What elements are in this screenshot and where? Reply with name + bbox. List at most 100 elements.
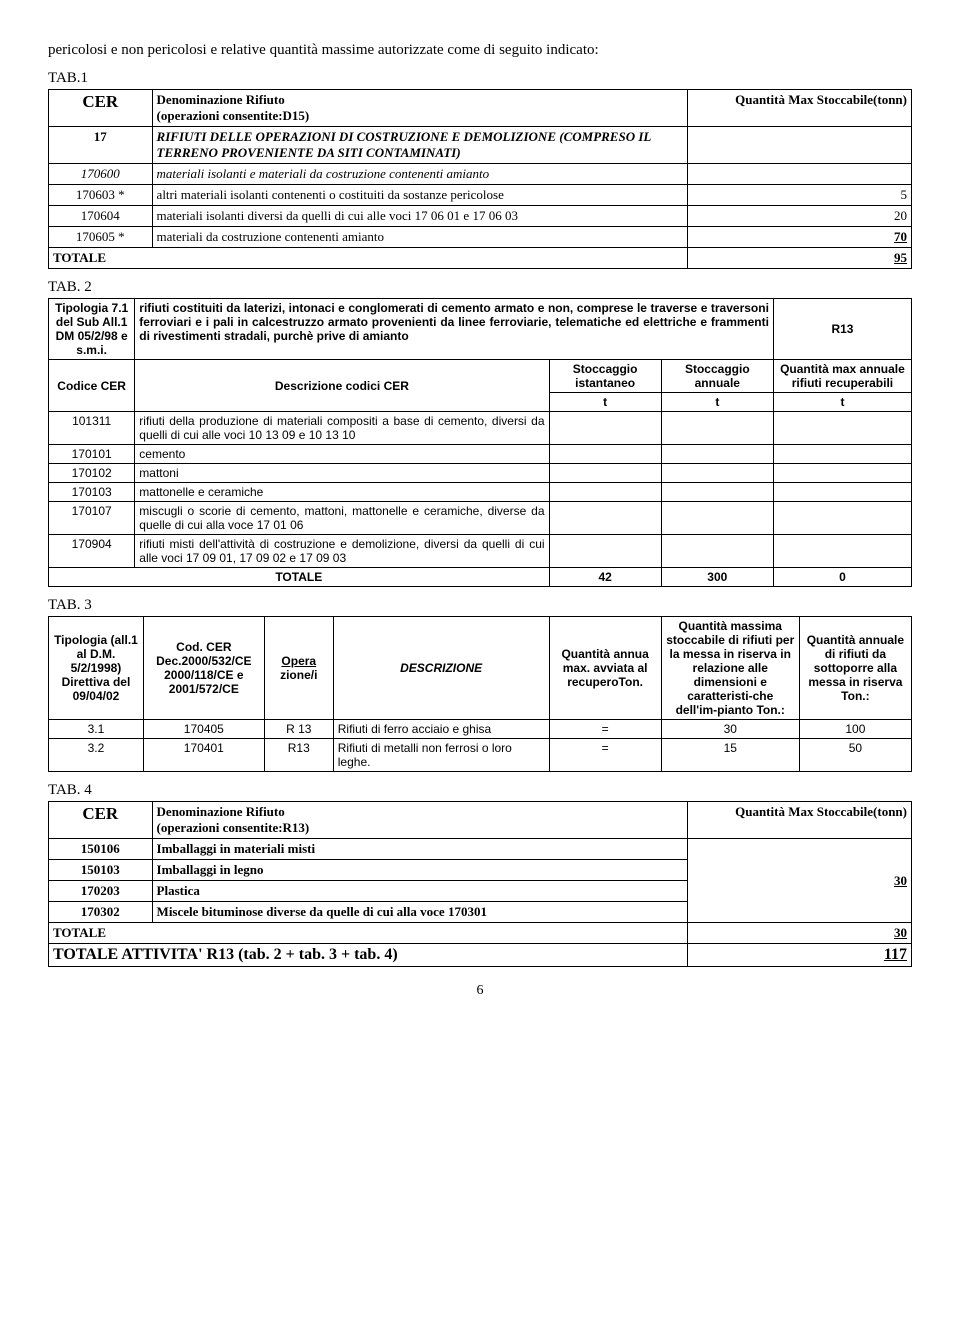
tab4-r1-code: 150106	[49, 839, 153, 860]
tab3-r1-desc: Rifiuti di ferro acciaio e ghisa	[333, 720, 549, 739]
tab2-r4-code: 170107	[49, 502, 135, 535]
tab3-h3a: Opera	[281, 654, 316, 668]
tab3-r2-tip: 3.2	[49, 739, 144, 772]
tab4-total-label: TOTALE	[49, 923, 688, 944]
tab1-r604-val: 20	[687, 206, 911, 227]
tab1-total-label: TOTALE	[49, 248, 688, 269]
tab2-unit-1: t	[549, 393, 661, 412]
tab2-r3-desc: mattonelle e ceramiche	[135, 483, 549, 502]
tab2-qmax-head: Quantità max annuale rifiuti recuperabil…	[773, 360, 911, 393]
tab2-label: TAB. 2	[48, 279, 912, 296]
tab1-r17-val	[687, 127, 911, 164]
tab4-r3-desc: Plastica	[152, 881, 687, 902]
tab1-h2b: (operazioni consentite:D15)	[157, 108, 310, 123]
tab3-r2-qm: 15	[661, 739, 799, 772]
tab4-label: TAB. 4	[48, 782, 912, 799]
tab1-qty-head: Quantità Max Stoccabile(tonn)	[687, 90, 911, 127]
table-4: CER Denominazione Rifiuto (operazioni co…	[48, 801, 912, 967]
tab2-r5-desc: rifiuti misti dell'attività di costruzio…	[135, 535, 549, 568]
tab1-label: TAB.1	[48, 70, 912, 87]
tab4-val30: 30	[687, 839, 911, 923]
tab4-grand-label: TOTALE ATTIVITA' R13 (tab. 2 + tab. 3 + …	[49, 944, 688, 967]
tab2-ann-head: Stoccaggio annuale	[661, 360, 773, 393]
tab3-r2-qr: 50	[799, 739, 911, 772]
tab1-r600-text: materiali isolanti e materiali da costru…	[152, 164, 687, 185]
tab1-r600-val	[687, 164, 911, 185]
tab3-h3: Operazione/i	[264, 617, 333, 720]
tab4-grand-val: 117	[687, 944, 911, 967]
tab4-r3-code: 170203	[49, 881, 153, 902]
tab3-r1-cer: 170405	[143, 720, 264, 739]
tab3-h6: Quantità massima stoccabile di rifiuti p…	[661, 617, 799, 720]
tab2-unit-3: t	[773, 393, 911, 412]
tab4-h2a: Denominazione Rifiuto	[157, 804, 285, 819]
tab3-r1-qr: 100	[799, 720, 911, 739]
tab3-r1-qa: =	[549, 720, 661, 739]
tab2-r0-desc: rifiuti della produzione di materiali co…	[135, 412, 549, 445]
tab1-r604-code: 170604	[49, 206, 153, 227]
tab2-desc-head: Descrizione codici CER	[135, 360, 549, 412]
tab2-r1-desc: cemento	[135, 445, 549, 464]
tab3-r2-cer: 170401	[143, 739, 264, 772]
tab2-unit-2: t	[661, 393, 773, 412]
tab2-r2-desc: mattoni	[135, 464, 549, 483]
tab4-h2b: (operazioni consentite:R13)	[157, 820, 310, 835]
tab4-denom-head: Denominazione Rifiuto (operazioni consen…	[152, 802, 687, 839]
tab1-r605-val: 70	[687, 227, 911, 248]
tab4-r2-code: 150103	[49, 860, 153, 881]
tab2-total-ann: 300	[661, 568, 773, 587]
tab2-r3-code: 170103	[49, 483, 135, 502]
tab4-r4-desc: Miscele bituminose diverse da quelle di …	[152, 902, 687, 923]
tab2-r4-desc: miscugli o scorie di cemento, mattoni, m…	[135, 502, 549, 535]
tab3-r1-op: R 13	[264, 720, 333, 739]
tab2-total-qmax: 0	[773, 568, 911, 587]
table-1: CER Denominazione Rifiuto (operazioni co…	[48, 89, 912, 269]
tab2-r13: R13	[773, 299, 911, 360]
tab1-r600-code: 170600	[49, 164, 153, 185]
tab4-qty-head: Quantità Max Stoccabile(tonn)	[687, 802, 911, 839]
tab1-r17-code: 17	[49, 127, 153, 164]
tab3-h5: Quantità annua max. avviata al recuperoT…	[549, 617, 661, 720]
intro-text: pericolosi e non pericolosi e relative q…	[48, 40, 912, 60]
tab4-total-val: 30	[687, 923, 911, 944]
tab3-r1-tip: 3.1	[49, 720, 144, 739]
tab1-r605-text: materiali da costruzione contenenti amia…	[152, 227, 687, 248]
tab2-r0-code: 101311	[49, 412, 135, 445]
tab3-h7: Quantità annuale di rifiuti da sottoporr…	[799, 617, 911, 720]
tab1-total-val: 95	[687, 248, 911, 269]
tab3-r2-desc: Rifiuti di metalli non ferrosi o loro le…	[333, 739, 549, 772]
tab3-h2: Cod. CER Dec.2000/532/CE 2000/118/CE e 2…	[143, 617, 264, 720]
table-2: Tipologia 7.1 del Sub All.1 DM 05/2/98 e…	[48, 298, 912, 587]
tab1-r603-val: 5	[687, 185, 911, 206]
table-3: Tipologia (all.1 al D.M. 5/2/1998) Diret…	[48, 616, 912, 772]
tab1-r603-code: 170603 *	[49, 185, 153, 206]
tab3-h3b: zione/i	[280, 668, 317, 682]
tab4-r2-desc: Imballaggi in legno	[152, 860, 687, 881]
tab1-r604-text: materiali isolanti diversi da quelli di …	[152, 206, 687, 227]
tab2-r5-code: 170904	[49, 535, 135, 568]
tab4-cer-head: CER	[49, 802, 153, 839]
tab2-tipologia-desc: rifiuti costituiti da laterizi, intonaci…	[135, 299, 774, 360]
tab3-h4: DESCRIZIONE	[333, 617, 549, 720]
tab3-r2-op: R13	[264, 739, 333, 772]
tab2-r1-code: 170101	[49, 445, 135, 464]
tab2-total-label: TOTALE	[49, 568, 550, 587]
tab1-r605-code: 170605 *	[49, 227, 153, 248]
tab4-r1-desc: Imballaggi in materiali misti	[152, 839, 687, 860]
tab1-h2a: Denominazione Rifiuto	[157, 92, 285, 107]
page-number: 6	[48, 983, 912, 999]
tab3-r1-qm: 30	[661, 720, 799, 739]
tab1-cer-head: CER	[49, 90, 153, 127]
tab2-tipologia-head: Tipologia 7.1 del Sub All.1 DM 05/2/98 e…	[49, 299, 135, 360]
tab1-r603-text: altri materiali isolanti contenenti o co…	[152, 185, 687, 206]
tab3-h1: Tipologia (all.1 al D.M. 5/2/1998) Diret…	[49, 617, 144, 720]
tab2-r2-code: 170102	[49, 464, 135, 483]
tab1-denom-head: Denominazione Rifiuto (operazioni consen…	[152, 90, 687, 127]
tab4-r4-code: 170302	[49, 902, 153, 923]
tab3-r2-qa: =	[549, 739, 661, 772]
tab1-r17-text: RIFIUTI DELLE OPERAZIONI DI COSTRUZIONE …	[152, 127, 687, 164]
tab2-codice-head: Codice CER	[49, 360, 135, 412]
tab3-label: TAB. 3	[48, 597, 912, 614]
tab2-ist-head: Stoccaggio istantaneo	[549, 360, 661, 393]
tab2-total-ist: 42	[549, 568, 661, 587]
